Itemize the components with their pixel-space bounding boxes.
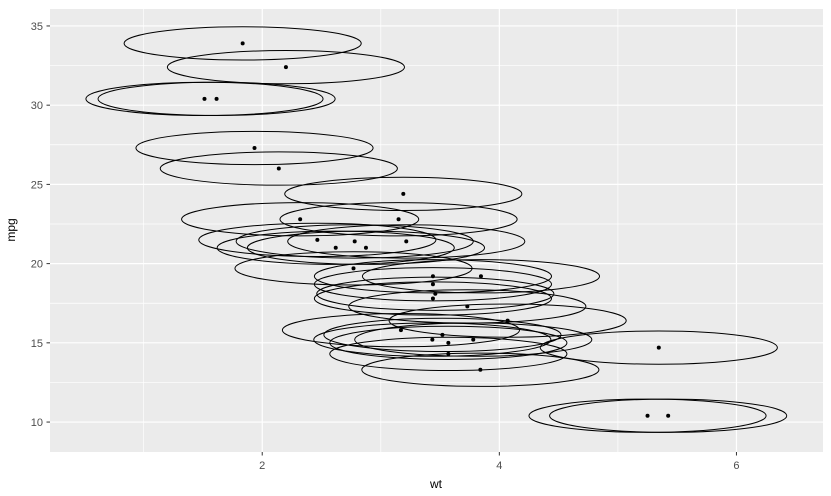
point-ellipse <box>284 176 523 212</box>
y-tick-label: 30 <box>31 100 43 112</box>
data-point <box>446 340 451 345</box>
point-ellipse <box>123 26 362 61</box>
y-tick-label: 35 <box>31 21 43 33</box>
data-point <box>252 145 257 150</box>
data-point <box>433 291 438 296</box>
data-point <box>351 266 356 271</box>
point-ellipse <box>287 224 526 259</box>
point-ellipse <box>166 50 405 85</box>
data-point <box>430 282 435 287</box>
y-tick-label: 15 <box>31 338 43 350</box>
data-point <box>315 237 320 242</box>
y-tick-label: 20 <box>31 259 43 271</box>
data-point <box>298 217 303 222</box>
data-point <box>645 413 650 418</box>
point-ellipse <box>539 330 778 365</box>
data-point <box>440 332 445 337</box>
point-ellipse <box>135 130 374 166</box>
gridlines-minor <box>50 9 823 452</box>
data-point <box>478 367 483 372</box>
point-ellipse <box>198 222 437 257</box>
point-ellipse <box>281 313 520 348</box>
data-point <box>240 41 245 46</box>
data-point <box>666 413 671 418</box>
point-ellipse <box>235 224 474 259</box>
data-point <box>656 345 661 350</box>
point-ellipse <box>234 251 473 286</box>
point-ellipse <box>329 325 568 360</box>
data-point <box>430 274 435 279</box>
point-ellipse <box>329 336 568 372</box>
point-ellipse <box>85 81 324 116</box>
data-point <box>471 337 476 342</box>
point-ellipses <box>85 26 788 433</box>
point-ellipse <box>313 281 553 316</box>
point-ellipse <box>159 151 398 186</box>
data-point <box>446 351 451 356</box>
point-ellipse <box>323 317 562 353</box>
data-point <box>404 239 409 244</box>
data-point <box>478 274 483 279</box>
data-point <box>363 245 368 250</box>
data-point <box>430 337 435 342</box>
data-point <box>505 318 510 323</box>
point-ellipse <box>361 352 600 387</box>
data-point <box>396 217 401 222</box>
axis-tick-labels: 2 4 6 10 15 20 25 30 35 <box>31 21 740 472</box>
point-ellipse <box>313 322 552 357</box>
gridlines-major <box>50 9 823 452</box>
data-point <box>214 96 219 101</box>
y-axis-title: mpg <box>4 218 18 241</box>
axis-tick-marks <box>46 25 737 456</box>
y-tick-label: 10 <box>31 417 43 429</box>
point-ellipse <box>316 276 555 311</box>
point-ellipse <box>354 322 593 357</box>
data-point <box>465 304 470 309</box>
data-point <box>398 328 403 333</box>
data-point <box>276 166 281 171</box>
data-point <box>430 296 435 301</box>
point-ellipse <box>361 259 601 294</box>
point-ellipse <box>216 230 455 265</box>
data-point <box>401 191 406 196</box>
x-axis-title: wt <box>429 477 443 491</box>
data-point <box>352 239 357 244</box>
point-ellipse <box>279 202 518 237</box>
data-points <box>202 41 671 418</box>
x-tick-label: 4 <box>496 460 502 472</box>
point-ellipse <box>313 259 553 294</box>
y-tick-label: 25 <box>31 179 43 191</box>
x-tick-label: 2 <box>259 460 265 472</box>
data-point <box>202 96 207 101</box>
point-ellipse <box>246 230 486 265</box>
x-tick-label: 6 <box>733 460 739 472</box>
data-point <box>333 245 338 250</box>
data-point <box>283 65 288 70</box>
point-ellipse <box>549 398 788 433</box>
